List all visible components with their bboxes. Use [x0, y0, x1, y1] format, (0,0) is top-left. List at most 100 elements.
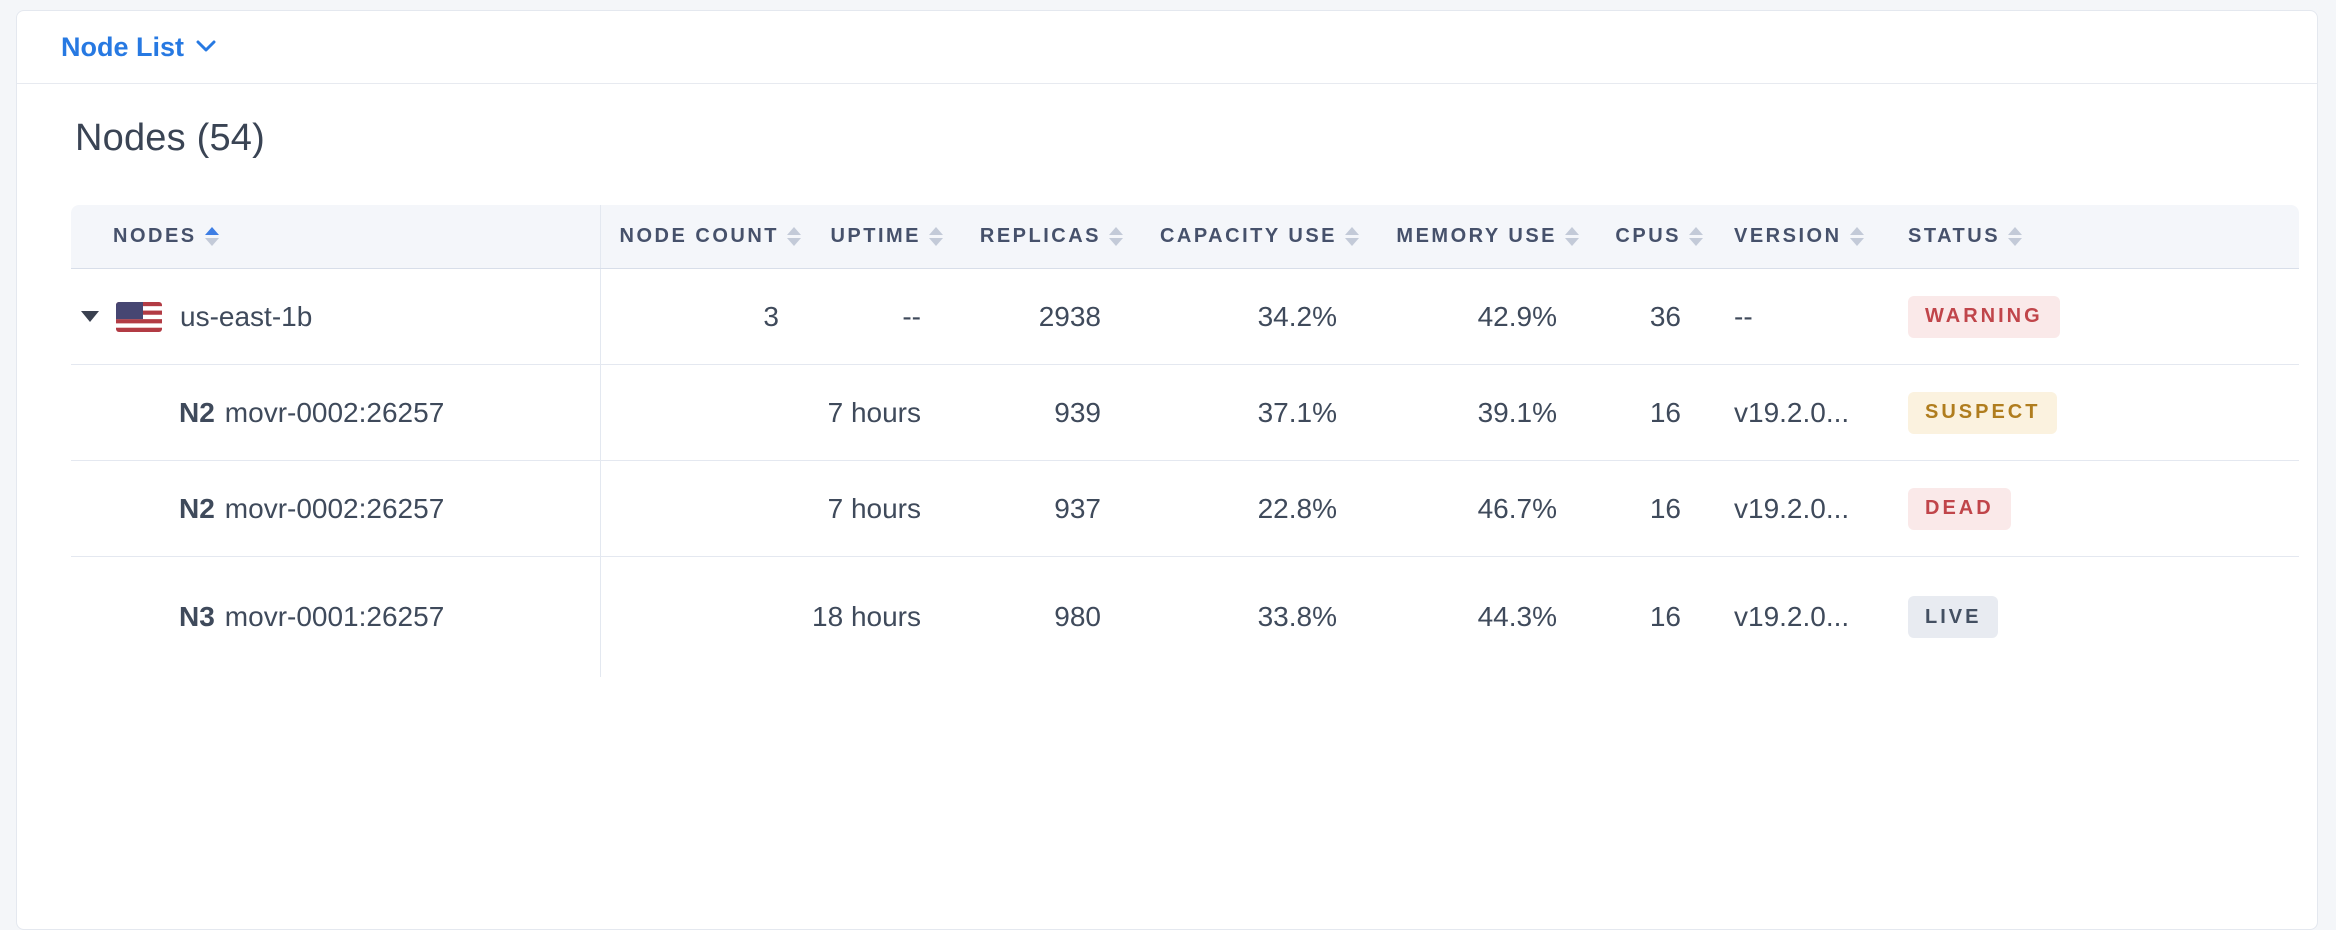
column-header-uptime[interactable]: UPTIME — [801, 205, 943, 268]
column-header-label: STATUS — [1908, 225, 2001, 247]
cell-cpus: 36 — [1579, 269, 1703, 364]
column-header-label: NODES — [113, 225, 197, 247]
cell-value: 33.8% — [1257, 601, 1337, 632]
cell-status: SUSPECT — [1881, 365, 2299, 460]
cell-memory_use: 46.7% — [1359, 461, 1579, 556]
sort-down-arrow-icon — [1345, 238, 1359, 246]
cell-version: v19.2.0... — [1703, 461, 1881, 556]
cell-memory_use: 42.9% — [1359, 269, 1579, 364]
cell-status: LIVE — [1881, 557, 2299, 677]
cell-value: 22.8% — [1257, 492, 1337, 524]
table-row-region[interactable]: us-east-1b 3 -- 2938 34.2% 42.9% 36 -- WARNING — [71, 269, 2299, 365]
cell-replicas: 2938 — [943, 269, 1123, 364]
cell-version: v19.2.0... — [1703, 557, 1881, 677]
cell-node_count — [601, 365, 801, 460]
sort-up-arrow-icon — [2008, 227, 2023, 235]
cell-nodes: N2 movr-0002:26257 — [71, 461, 601, 556]
sort-down-arrow-icon — [204, 238, 219, 246]
node-id: N3 — [179, 601, 215, 632]
status-badge: LIVE — [1908, 596, 1999, 638]
cell-status: WARNING — [1881, 269, 2299, 364]
cell-value: 44.3% — [1477, 601, 1557, 632]
status-badge: DEAD — [1908, 487, 2011, 530]
expand-caret-icon[interactable] — [81, 311, 99, 322]
sort-icon — [929, 227, 943, 246]
sort-up-arrow-icon — [929, 227, 943, 235]
cell-cpus: 16 — [1579, 557, 1703, 677]
sort-icon — [2008, 227, 2023, 246]
cell-value: v19.2.0... — [1734, 492, 1850, 524]
sort-icon — [1689, 227, 1703, 246]
cell-cpus: 16 — [1579, 365, 1703, 460]
cell-uptime: 7 hours — [801, 461, 943, 556]
sort-icon — [1345, 227, 1359, 246]
column-header-label: CAPACITY USE — [1159, 225, 1337, 247]
cell-uptime: 18 hours — [801, 557, 943, 677]
nodes-table: NODES NODE COUNT UPTIME REPLICAS CAPACITY US… — [71, 205, 2299, 677]
cell-capacity_use: 33.8% — [1123, 557, 1359, 677]
table-row-node[interactable]: N2 movr-0002:26257 7 hours 937 22.8% 46.7% 16 v… — [71, 461, 2299, 557]
cell-value: 2938 — [1038, 300, 1101, 332]
cell-nodes: N2 movr-0002:26257 — [71, 365, 601, 460]
status-badge: WARNING — [1908, 295, 2060, 338]
cell-replicas: 937 — [943, 461, 1123, 556]
cell-value: 46.7% — [1477, 492, 1557, 524]
cell-node_count: 3 — [601, 269, 801, 364]
cell-value: 16 — [1649, 396, 1681, 428]
cell-nodes: us-east-1b — [71, 269, 601, 364]
column-header-cpus[interactable]: CPUS — [1579, 205, 1703, 268]
column-header-nodes[interactable]: NODES — [71, 205, 601, 268]
region-name: us-east-1b — [180, 300, 313, 332]
node-id: N2 — [179, 492, 215, 524]
cell-value: 7 hours — [827, 492, 921, 524]
column-header-version[interactable]: VERSION — [1703, 205, 1881, 268]
node-address: movr-0002:26257 — [224, 396, 445, 428]
cell-value: 980 — [1054, 601, 1101, 632]
table-body: us-east-1b 3 -- 2938 34.2% 42.9% 36 -- WARNING N2… — [71, 269, 2299, 677]
cell-value: -- — [902, 300, 921, 332]
cell-value: 34.2% — [1257, 300, 1337, 332]
cell-capacity_use: 34.2% — [1123, 269, 1359, 364]
cell-uptime: 7 hours — [801, 365, 943, 460]
cell-value: 939 — [1054, 396, 1101, 428]
column-header-label: REPLICAS — [979, 225, 1101, 247]
cell-value: 16 — [1649, 492, 1681, 524]
sort-down-arrow-icon — [2008, 238, 2023, 246]
cell-capacity_use: 37.1% — [1123, 365, 1359, 460]
sort-up-arrow-icon — [1849, 227, 1864, 235]
cell-status: DEAD — [1881, 461, 2299, 556]
sort-down-arrow-icon — [1109, 238, 1123, 246]
column-header-status[interactable]: STATUS — [1881, 205, 2299, 268]
column-header-replicas[interactable]: REPLICAS — [943, 205, 1123, 268]
sort-down-arrow-icon — [787, 238, 801, 246]
node-address: movr-0001:26257 — [224, 601, 445, 632]
cell-value: 7 hours — [827, 396, 921, 428]
column-header-node_count[interactable]: NODE COUNT — [601, 205, 801, 268]
cell-memory_use: 39.1% — [1359, 365, 1579, 460]
table-row-node[interactable]: N2 movr-0002:26257 7 hours 939 37.1% 39.1% 16 v… — [71, 365, 2299, 461]
sort-icon — [1109, 227, 1123, 246]
sort-down-arrow-icon — [1849, 238, 1864, 246]
column-header-capacity_use[interactable]: CAPACITY USE — [1123, 205, 1359, 268]
sort-down-arrow-icon — [1689, 238, 1703, 246]
sort-up-arrow-icon — [204, 227, 219, 235]
column-header-memory_use[interactable]: MEMORY USE — [1359, 205, 1579, 268]
column-header-label: VERSION — [1734, 225, 1842, 247]
sort-down-arrow-icon — [929, 238, 943, 246]
sort-icon — [787, 227, 801, 246]
cell-memory_use: 44.3% — [1359, 557, 1579, 677]
cell-value: 16 — [1649, 601, 1681, 632]
view-selector-label: Node List — [61, 31, 185, 62]
cell-replicas: 980 — [943, 557, 1123, 677]
cell-replicas: 939 — [943, 365, 1123, 460]
cell-node_count — [601, 461, 801, 556]
cell-value: 42.9% — [1477, 300, 1557, 332]
cell-nodes: N3 movr-0001:26257 — [71, 557, 601, 677]
view-selector-dropdown[interactable]: Node List — [61, 32, 216, 63]
column-header-label: UPTIME — [830, 225, 921, 247]
cell-value: 37.1% — [1257, 396, 1337, 428]
sort-icon — [204, 227, 219, 246]
sort-down-arrow-icon — [1565, 238, 1579, 246]
sort-up-arrow-icon — [1565, 227, 1579, 235]
table-row-node[interactable]: N3 movr-0001:26257 18 hours 980 33.8% 44.3% 16… — [71, 557, 2299, 677]
